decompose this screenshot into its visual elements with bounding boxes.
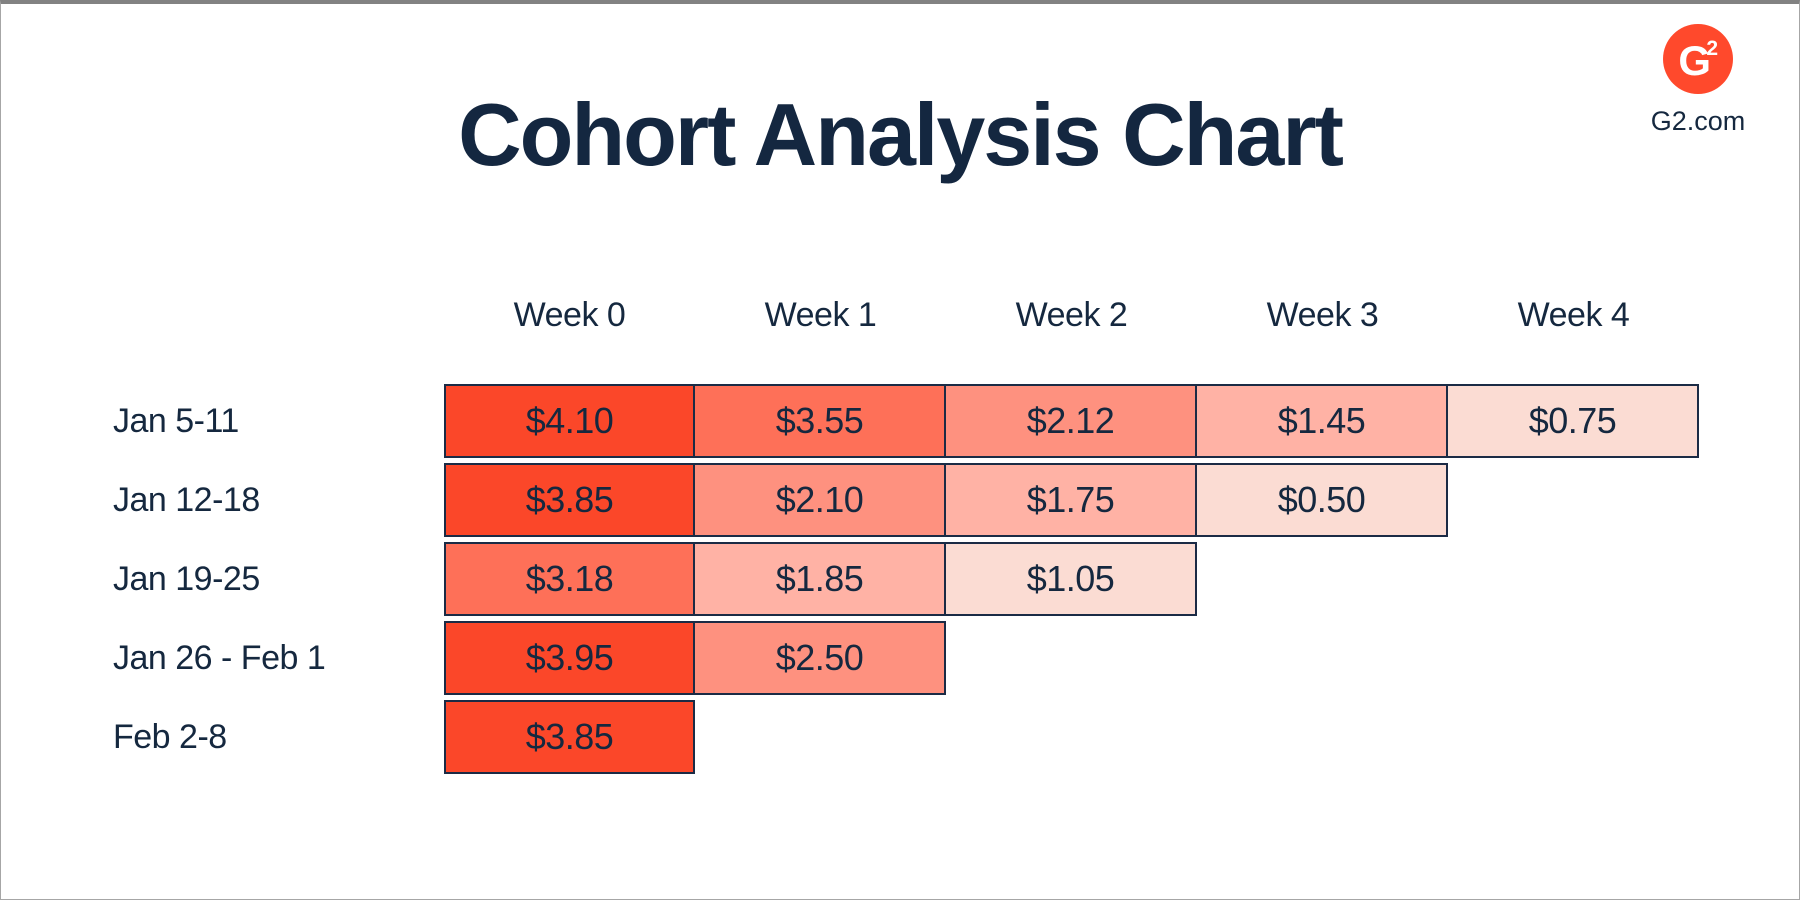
col-header-week-4: Week 4 [1517, 296, 1630, 334]
svg-text:G: G [1678, 37, 1711, 84]
row-cells: $3.95 $2.50 [444, 621, 946, 695]
col-header-week-2: Week 2 [1015, 296, 1128, 334]
row-label: Jan 19-25 [113, 560, 260, 598]
svg-text:2: 2 [1706, 37, 1718, 60]
cohort-cell: $3.18 [444, 542, 695, 616]
row-label: Jan 5-11 [113, 402, 239, 440]
row-label: Jan 26 - Feb 1 [113, 639, 326, 677]
cohort-cell: $2.50 [695, 621, 946, 695]
row-label: Jan 12-18 [113, 481, 260, 519]
page-title: Cohort Analysis Chart [458, 85, 1344, 184]
cohort-cell: $0.50 [1197, 463, 1448, 537]
row-cells: $3.85 $2.10 $1.75 $0.50 [444, 463, 1448, 537]
cohort-cell: $3.85 [444, 463, 695, 537]
cohort-cell: $1.45 [1197, 384, 1448, 458]
cohort-cell: $1.75 [946, 463, 1197, 537]
col-header-week-1: Week 1 [764, 296, 877, 334]
row-cells: $3.85 [444, 700, 695, 774]
brand-block: G 2 G2.com [1623, 24, 1773, 137]
row-label: Feb 2-8 [113, 718, 227, 756]
cohort-cell: $1.05 [946, 542, 1197, 616]
row-cells: $3.18 $1.85 $1.05 [444, 542, 1197, 616]
row-cells: $4.10 $3.55 $2.12 $1.45 $0.75 [444, 384, 1699, 458]
cohort-cell: $4.10 [444, 384, 695, 458]
cohort-cell: $2.10 [695, 463, 946, 537]
col-header-week-0: Week 0 [513, 296, 626, 334]
cohort-cell: $2.12 [946, 384, 1197, 458]
column-headers: Week 0 Week 1 Week 2 Week 3 Week 4 [444, 296, 1699, 335]
cohort-cell: $3.95 [444, 621, 695, 695]
brand-site-label: G2.com [1650, 106, 1746, 136]
col-header-week-3: Week 3 [1266, 296, 1379, 334]
cohort-cell: $0.75 [1448, 384, 1699, 458]
cohort-cell: $3.55 [695, 384, 946, 458]
cohort-cell: $3.85 [444, 700, 695, 774]
cohort-cell: $1.85 [695, 542, 946, 616]
g2-logo-icon: G 2 [1663, 24, 1733, 94]
